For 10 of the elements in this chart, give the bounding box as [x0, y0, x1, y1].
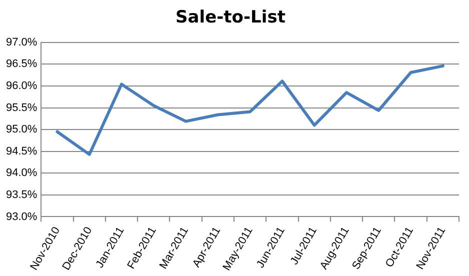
y-tick-label: 97.0% — [6, 36, 38, 48]
y-tick-label: 94.0% — [6, 167, 38, 180]
y-tick-label: 95.5% — [6, 102, 38, 114]
y-tick-label: 96.0% — [6, 80, 38, 92]
y-tick-label: 93.0% — [6, 210, 38, 223]
y-tick-label: 96.5% — [6, 58, 38, 70]
y-tick-label: 95.0% — [6, 124, 38, 136]
y-tick-label: 93.5% — [6, 188, 38, 201]
y-tick-label: 94.5% — [6, 145, 38, 158]
chart-title: Sale-to-List — [176, 8, 286, 28]
